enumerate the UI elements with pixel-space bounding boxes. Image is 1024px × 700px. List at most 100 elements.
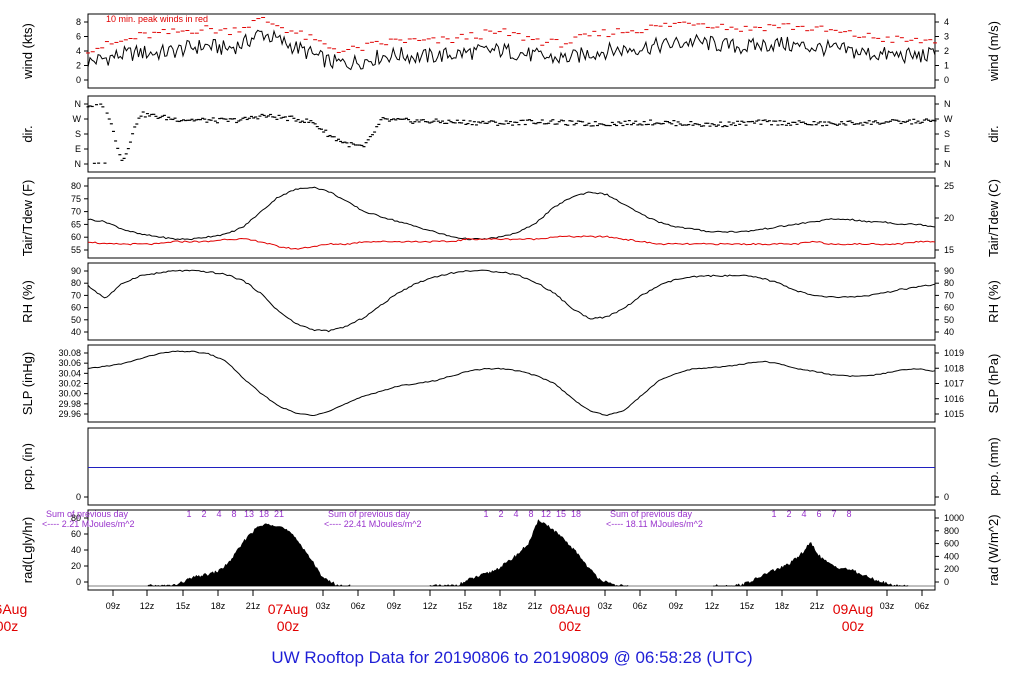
y-tick-label-left: 80 [71,278,81,288]
y-tick-label-right: 800 [944,526,959,536]
y-tick-label-right: N [944,159,951,169]
y-tick-label-left: 30.00 [58,389,81,399]
x-tick-label: 06z [351,601,366,611]
x-tick-label: 09z [106,601,121,611]
radiation-area [429,518,629,587]
date-label: 07Aug [268,601,308,617]
y-tick-label-right: 1 [944,61,949,71]
y-axis-label-right: rad (W/m^2) [986,514,1001,585]
y-tick-label-left: 60 [71,529,81,539]
y-tick-label-left: 55 [71,245,81,255]
dew-point-line [87,235,936,250]
radiation-sum-label: Sum of previous day [610,509,693,519]
x-tick-label: 18z [211,601,226,611]
radiation-hour-label: 1 [186,509,191,519]
x-tick-label: 09z [669,601,684,611]
x-tick-label: 15z [176,601,191,611]
y-tick-label-right: 1018 [944,363,964,373]
x-tick-label: 18z [493,601,508,611]
y-tick-label-left: S [75,129,81,139]
y-tick-label-left: 6 [76,32,81,42]
y-tick-label-right: 40 [944,327,954,337]
radiation-sum-label: Sum of previous day [328,509,411,519]
sea-level-pressure-line [87,350,936,417]
y-tick-label-right: 1017 [944,379,964,389]
y-tick-label-left: 40 [71,545,81,555]
y-tick-label-right: 0 [944,492,949,502]
radiation-hour-label: 8 [231,509,236,519]
x-tick-label: 15z [458,601,473,611]
radiation-area [713,542,909,587]
y-tick-label-left: 75 [71,194,81,204]
y-axis-label-left: SLP (inHg) [20,352,35,415]
y-tick-label-right: 0 [944,577,949,587]
peak-winds-note: 10 min. peak winds in red [106,14,208,24]
radiation-hour-label: 6 [816,509,821,519]
radiation-hour-label: 4 [513,509,518,519]
y-tick-label-left: 70 [71,290,81,300]
radiation-area [147,523,351,587]
y-tick-label-left: 20 [71,561,81,571]
y-tick-label-left: 90 [71,266,81,276]
y-axis-label-left: pcp. (in) [20,443,35,490]
x-tick-label: 03z [880,601,895,611]
y-axis-label-left: wind (kts) [20,23,35,80]
y-tick-label-right: 50 [944,315,954,325]
y-tick-label-right: 70 [944,290,954,300]
y-tick-label-right: N [944,99,951,109]
x-tick-label: 03z [598,601,613,611]
y-tick-label-left: 2 [76,61,81,71]
radiation-sum-note: <---- 2.21 MJoules/m^2 [42,519,135,529]
radiation-hour-label: 8 [846,509,851,519]
y-tick-label-left: 0 [76,577,81,587]
radiation-hour-label: 13 [244,509,254,519]
date-label: 09Aug [833,601,873,617]
wind-speed-line [87,29,936,71]
y-tick-label-right: 15 [944,245,954,255]
date-hour-label: 00z [0,618,18,634]
y-tick-label-right: 3 [944,32,949,42]
y-tick-label-right: 1016 [944,394,964,404]
y-tick-label-right: 2 [944,46,949,56]
x-tick-label: 15z [740,601,755,611]
radiation-sum-note: <---- 22.41 MJoules/m^2 [324,519,422,529]
y-axis-label-right: SLP (hPa) [986,354,1001,414]
x-tick-label: 12z [423,601,438,611]
y-tick-label-left: 0 [76,75,81,85]
y-axis-label-right: pcp. (mm) [986,437,1001,496]
radiation-hour-label: 12 [541,509,551,519]
y-tick-label-right: 400 [944,551,959,561]
radiation-hour-label: 8 [528,509,533,519]
x-tick-label: 12z [705,601,720,611]
y-tick-label-right: 25 [944,181,954,191]
x-tick-label: 09z [387,601,402,611]
date-hour-label: 00z [559,618,582,634]
radiation-hour-label: 2 [201,509,206,519]
y-tick-label-left: 65 [71,219,81,229]
y-tick-label-left: E [75,144,81,154]
y-tick-label-right: 90 [944,266,954,276]
y-tick-label-right: 1015 [944,409,964,419]
radiation-sum-label: Sum of previous day [46,509,129,519]
y-axis-label-right: dir. [986,125,1001,142]
y-axis-label-right: wind (m/s) [986,21,1001,82]
radiation-sum-note: <---- 18.11 MJoules/m^2 [606,519,703,529]
y-tick-label-right: 0 [944,75,949,85]
radiation-hour-label: 1 [771,509,776,519]
y-axis-label-right: Tair/Tdew (C) [986,179,1001,257]
y-tick-label-left: 29.98 [58,399,81,409]
y-tick-label-left: 30.02 [58,379,81,389]
radiation-hour-label: 4 [216,509,221,519]
radiation-hour-label: 18 [571,509,581,519]
panel-frame [87,177,936,259]
y-tick-label-right: S [944,129,950,139]
panel-frame [87,95,936,173]
y-tick-label-left: 60 [71,303,81,313]
radiation-hour-label: 21 [274,509,284,519]
y-tick-label-left: 40 [71,327,81,337]
y-axis-label-left: dir. [20,125,35,142]
date-label: 08Aug [550,601,590,617]
y-axis-label-left: rad(Lgly/hr) [20,517,35,583]
y-tick-label-left: N [75,159,82,169]
relative-humidity-line [87,269,936,333]
